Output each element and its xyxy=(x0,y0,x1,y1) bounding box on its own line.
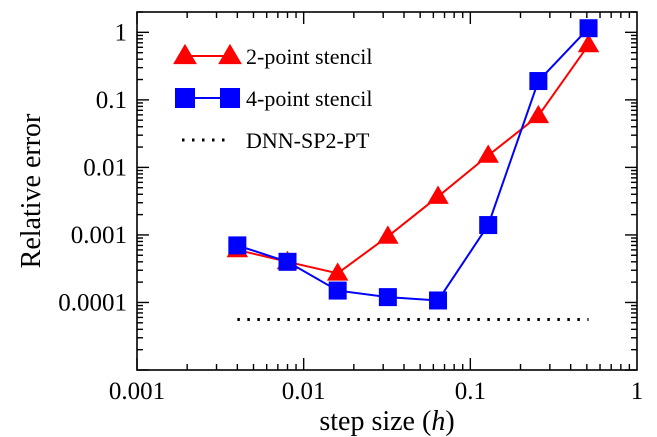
y-axis-label: Relative error xyxy=(16,113,47,268)
y-tick-label: 0.01 xyxy=(83,154,127,181)
data-point xyxy=(529,72,548,91)
y-tick-label: 1 xyxy=(115,19,128,46)
x-axis-label: step size (h) xyxy=(319,406,454,437)
series-2 xyxy=(228,19,598,310)
y-tick-label: 0.001 xyxy=(71,222,127,249)
legend-marker xyxy=(173,43,197,65)
y-tick-label: 0.0001 xyxy=(58,289,127,316)
legend: 2-point stencil 4-point stencil DNN-SP2-PT xyxy=(173,43,372,153)
data-point xyxy=(579,19,598,38)
legend-label: 4-point stencil xyxy=(246,86,372,111)
data-point xyxy=(527,104,550,124)
data-point xyxy=(479,216,498,235)
data-point xyxy=(326,262,349,281)
data-point xyxy=(577,33,600,53)
data-point xyxy=(477,144,499,163)
data-point xyxy=(377,225,399,244)
data-point xyxy=(427,185,449,204)
plot-frame xyxy=(136,11,638,371)
legend-marker xyxy=(175,88,195,108)
x-tick-label: 1 xyxy=(631,378,644,405)
data-point xyxy=(228,236,247,255)
legend-label: 2-point stencil xyxy=(246,44,372,69)
series-1 xyxy=(226,33,600,281)
axis-ticks xyxy=(136,11,637,371)
legend-label: DNN-SP2-PT xyxy=(246,128,370,153)
data-point xyxy=(429,291,448,310)
x-tick-label: 0.01 xyxy=(282,378,326,405)
x-tick-label: 0.001 xyxy=(109,378,165,405)
y-tick-label: 0.1 xyxy=(96,87,127,114)
x-tick-label: 0.1 xyxy=(455,378,486,405)
y-tick-labels: 0.0001 0.001 0.01 0.1 1 xyxy=(58,19,127,316)
data-point xyxy=(378,288,397,307)
data-point xyxy=(278,252,297,271)
x-tick-labels: 0.001 0.01 0.1 1 xyxy=(109,378,643,405)
legend-marker xyxy=(220,88,240,108)
data-point xyxy=(328,281,347,300)
legend-marker xyxy=(218,43,242,65)
plot-area xyxy=(226,19,600,321)
